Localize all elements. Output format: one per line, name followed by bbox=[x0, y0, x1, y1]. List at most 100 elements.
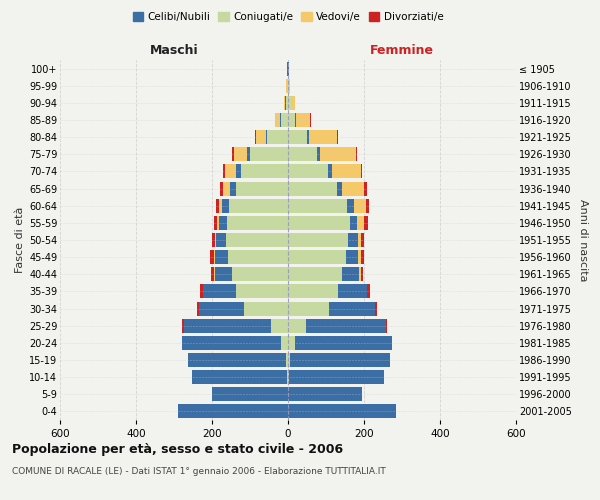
Bar bbox=[236, 284, 288, 298]
Bar bbox=[236, 182, 288, 196]
Bar bbox=[329, 302, 374, 316]
Bar bbox=[197, 302, 199, 316]
Bar bbox=[286, 353, 288, 367]
Bar bbox=[236, 164, 241, 178]
Bar bbox=[232, 268, 288, 281]
Bar bbox=[192, 370, 287, 384]
Bar bbox=[211, 268, 214, 281]
Bar bbox=[241, 164, 288, 178]
Bar bbox=[366, 198, 370, 212]
Bar bbox=[320, 148, 356, 162]
Bar bbox=[337, 130, 338, 144]
Bar bbox=[219, 216, 227, 230]
Bar bbox=[222, 198, 229, 212]
Bar bbox=[275, 113, 280, 127]
Bar bbox=[288, 130, 307, 144]
Bar bbox=[292, 96, 295, 110]
Bar bbox=[386, 318, 387, 332]
Bar bbox=[356, 148, 357, 162]
Bar bbox=[250, 148, 288, 162]
Bar bbox=[357, 216, 364, 230]
Bar bbox=[215, 233, 216, 247]
Bar bbox=[212, 388, 287, 402]
Y-axis label: Fasce di età: Fasce di età bbox=[14, 207, 25, 273]
Bar bbox=[337, 182, 343, 196]
Bar bbox=[214, 250, 215, 264]
Bar bbox=[347, 198, 354, 212]
Bar bbox=[361, 268, 363, 281]
Bar bbox=[348, 233, 358, 247]
Bar bbox=[266, 130, 267, 144]
Bar bbox=[364, 216, 368, 230]
Bar bbox=[247, 148, 250, 162]
Bar bbox=[220, 182, 223, 196]
Bar bbox=[287, 78, 288, 92]
Text: Popolazione per età, sesso e stato civile - 2006: Popolazione per età, sesso e stato civil… bbox=[12, 442, 343, 456]
Bar bbox=[227, 216, 288, 230]
Bar bbox=[200, 284, 203, 298]
Bar bbox=[226, 164, 236, 178]
Bar bbox=[182, 318, 184, 332]
Bar bbox=[354, 198, 366, 212]
Bar bbox=[296, 113, 310, 127]
Bar bbox=[288, 233, 348, 247]
Bar bbox=[317, 148, 320, 162]
Text: Maschi: Maschi bbox=[149, 44, 199, 57]
Bar bbox=[199, 302, 244, 316]
Bar bbox=[232, 148, 233, 162]
Bar bbox=[338, 284, 367, 298]
Legend: Celibi/Nubili, Coniugati/e, Vedovi/e, Divorziati/e: Celibi/Nubili, Coniugati/e, Vedovi/e, Di… bbox=[128, 8, 448, 26]
Bar bbox=[233, 148, 247, 162]
Bar bbox=[228, 250, 288, 264]
Bar bbox=[267, 130, 288, 144]
Bar bbox=[361, 250, 364, 264]
Bar bbox=[230, 182, 236, 196]
Bar bbox=[361, 233, 364, 247]
Bar bbox=[184, 318, 271, 332]
Bar bbox=[210, 250, 214, 264]
Bar bbox=[342, 268, 359, 281]
Bar bbox=[288, 250, 346, 264]
Bar bbox=[281, 336, 288, 350]
Bar bbox=[188, 353, 286, 367]
Bar bbox=[359, 268, 361, 281]
Bar bbox=[219, 198, 222, 212]
Bar bbox=[288, 336, 295, 350]
Bar bbox=[216, 233, 226, 247]
Bar bbox=[367, 284, 370, 298]
Bar bbox=[214, 216, 217, 230]
Bar bbox=[288, 164, 328, 178]
Bar bbox=[290, 96, 292, 110]
Bar bbox=[223, 164, 226, 178]
Bar bbox=[288, 404, 397, 418]
Bar bbox=[289, 78, 290, 92]
Bar bbox=[223, 182, 230, 196]
Bar bbox=[288, 318, 306, 332]
Bar bbox=[216, 198, 219, 212]
Bar bbox=[288, 113, 295, 127]
Bar bbox=[350, 216, 357, 230]
Bar bbox=[217, 216, 219, 230]
Bar bbox=[284, 96, 286, 110]
Bar bbox=[288, 353, 290, 367]
Bar bbox=[289, 370, 384, 384]
Bar bbox=[290, 353, 390, 367]
Bar bbox=[295, 336, 392, 350]
Bar bbox=[288, 78, 289, 92]
Bar bbox=[256, 130, 266, 144]
Bar bbox=[288, 198, 347, 212]
Bar bbox=[361, 164, 362, 178]
Text: Femmine: Femmine bbox=[370, 44, 434, 57]
Bar bbox=[203, 284, 236, 298]
Bar bbox=[288, 148, 317, 162]
Bar bbox=[332, 164, 361, 178]
Bar bbox=[226, 233, 288, 247]
Bar bbox=[295, 113, 296, 127]
Bar bbox=[375, 302, 377, 316]
Bar bbox=[215, 268, 232, 281]
Bar bbox=[289, 388, 362, 402]
Bar bbox=[178, 404, 288, 418]
Bar bbox=[288, 182, 337, 196]
Bar bbox=[346, 250, 358, 264]
Bar bbox=[287, 370, 288, 384]
